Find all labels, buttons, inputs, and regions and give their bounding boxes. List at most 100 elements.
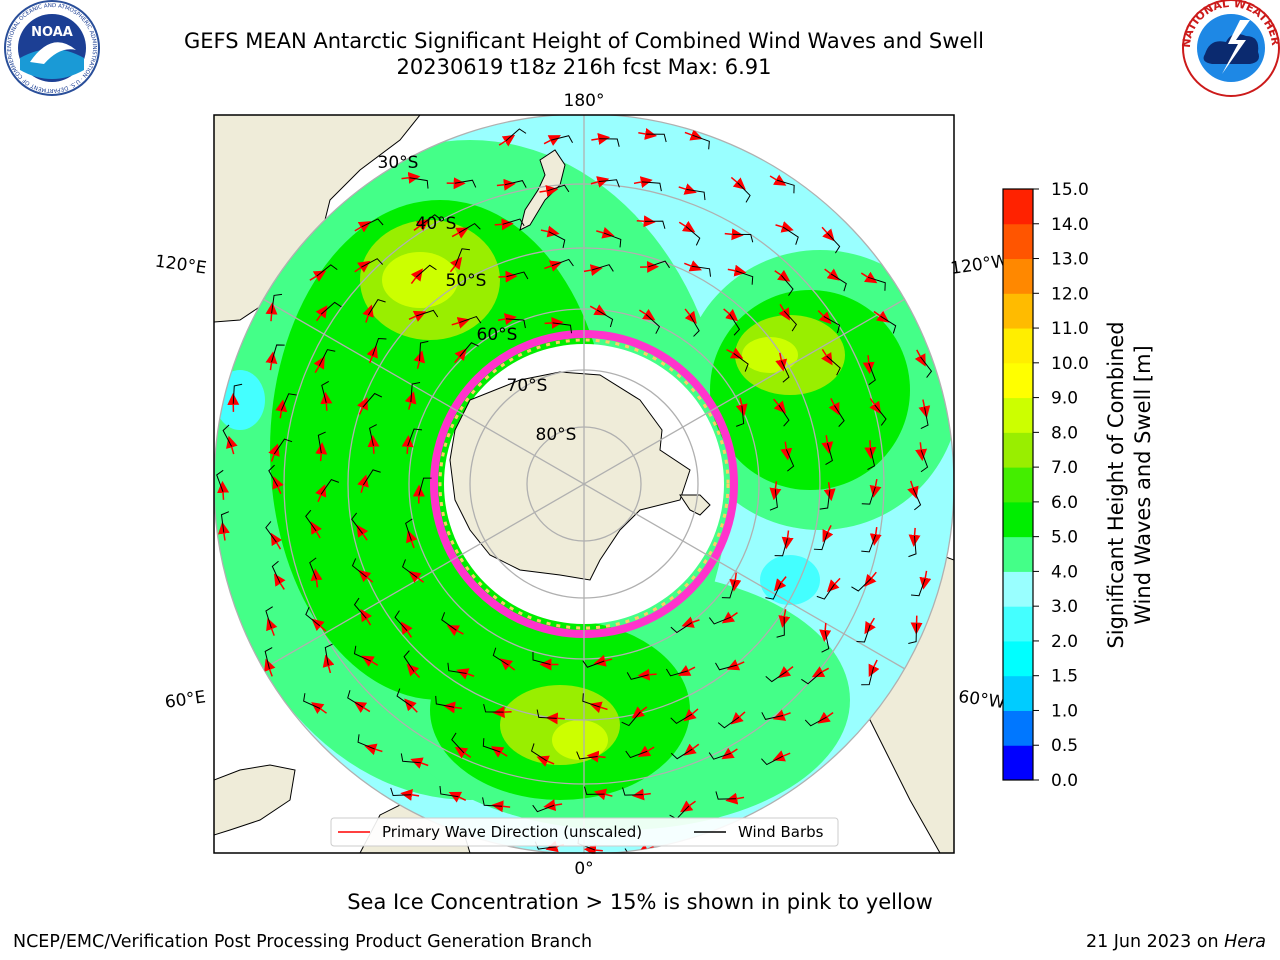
nws-cloud-icon (1203, 34, 1259, 64)
wind-barb (576, 751, 598, 760)
wind-barb (552, 322, 573, 334)
wind-barb (910, 578, 926, 597)
wind-barb (353, 597, 367, 619)
wind-barb (591, 264, 614, 272)
noaa-logo-text: NOAA (31, 25, 73, 40)
wind-barb (761, 712, 784, 720)
wave-arrow (919, 570, 932, 590)
wind-barb (861, 667, 875, 686)
wind-barb (400, 753, 421, 764)
wave-arrow (591, 132, 611, 145)
colorbar-segment (1003, 189, 1033, 225)
wind-barb (502, 218, 525, 227)
wind-barb (402, 559, 418, 578)
wave-arrow (490, 746, 508, 758)
wind-barb (670, 713, 693, 725)
africa-land (214, 764, 296, 836)
wave-arrow (860, 271, 878, 284)
wind-barb (851, 578, 872, 592)
wind-barb (626, 672, 649, 680)
wind-barb (316, 264, 338, 277)
wave-arrow (723, 308, 739, 322)
wave-arrow (772, 709, 791, 721)
wind-barb (407, 428, 423, 447)
wind-barb (280, 393, 297, 411)
wind-barb (596, 309, 614, 328)
wind-barb (353, 645, 372, 662)
wave-arrow (413, 350, 426, 369)
colorbar-segment (1003, 397, 1033, 433)
wind-barb (351, 558, 367, 578)
wind-barb (548, 231, 566, 248)
new-zealand-land (519, 149, 566, 231)
wind-barb (216, 469, 224, 492)
wind-barb (530, 743, 547, 762)
colorbar-tick-label: 6.0 (1051, 493, 1078, 513)
wave-arrow (817, 310, 832, 325)
wind-barbs (216, 128, 933, 854)
wind-barb (420, 214, 442, 226)
wind-barb (220, 511, 230, 533)
colorbar-label-line2: Wind Waves and Swell [m] (1131, 345, 1155, 625)
legend-arrow-label: Primary Wave Direction (unscaled) (382, 823, 642, 841)
colorbar-tick-label: 1.5 (1051, 667, 1078, 687)
colorbar-tick-label: 2.0 (1051, 632, 1078, 652)
wind-barb (823, 315, 841, 334)
colorbar-tick-label: 11.0 (1051, 319, 1089, 339)
wind-barb (305, 509, 317, 532)
colorbar-segment (1003, 675, 1033, 711)
sea-ice-yellow-fringe (438, 338, 730, 630)
wind-barb (856, 624, 871, 643)
wind-barb (834, 405, 845, 427)
wind-barb (435, 695, 455, 708)
wind-barb (867, 276, 886, 291)
colorbar-tick-label: 13.0 (1051, 250, 1089, 270)
wind-barb (816, 583, 835, 600)
wind-barb (735, 270, 754, 285)
wind-barb (717, 716, 740, 729)
wind-barb (783, 310, 798, 332)
wind-barb (405, 518, 413, 541)
wind-barb (908, 535, 917, 558)
wind-barb (867, 448, 876, 471)
colorbar-tick-label: 4.0 (1051, 562, 1078, 582)
wind-barb (665, 668, 688, 677)
wind-barb (785, 449, 795, 472)
wind-barb (403, 650, 415, 672)
wind-barb (415, 264, 437, 278)
wind-barb (532, 651, 551, 665)
wind-barb (670, 622, 693, 634)
wind-barb (819, 490, 831, 510)
wave-arrow (680, 800, 696, 813)
wind-barb (458, 222, 481, 234)
colorbar: 0.0 0.5 1.0 1.5 2.0 3.0 4.0 5.0 6.0 7.0 8.0 9.0 10.0… (1002, 180, 1089, 791)
wind-barb (813, 532, 828, 551)
colorbar-segment (1003, 536, 1033, 572)
wind-barb (321, 380, 330, 403)
wind-barb (454, 179, 477, 188)
colorbar-tick-label: 5.0 (1051, 528, 1078, 548)
wind-barb (318, 349, 336, 366)
wave-arrow (819, 622, 832, 642)
wind-barb (692, 134, 710, 150)
footer-date: 21 Jun 2023 on Hera (1086, 932, 1266, 952)
colorbar-segment (1003, 606, 1033, 642)
wind-barb (232, 383, 243, 404)
noaa-bird-icon (30, 42, 76, 64)
wind-barb (715, 791, 737, 800)
wind-barb (532, 804, 555, 813)
wind-barb (264, 647, 273, 670)
wind-barb (721, 580, 736, 599)
wind-barb (769, 489, 778, 511)
wave-arrow (320, 391, 333, 411)
wind-barb (454, 248, 471, 266)
wind-barb (271, 560, 281, 583)
wave-arrow (633, 176, 653, 188)
wind-barb (583, 786, 605, 795)
wind-barb (347, 690, 364, 708)
wind-barb (268, 464, 279, 487)
lon-label-60e: 60°E (164, 687, 207, 712)
wind-barb (598, 179, 620, 188)
wind-barb (830, 273, 847, 292)
